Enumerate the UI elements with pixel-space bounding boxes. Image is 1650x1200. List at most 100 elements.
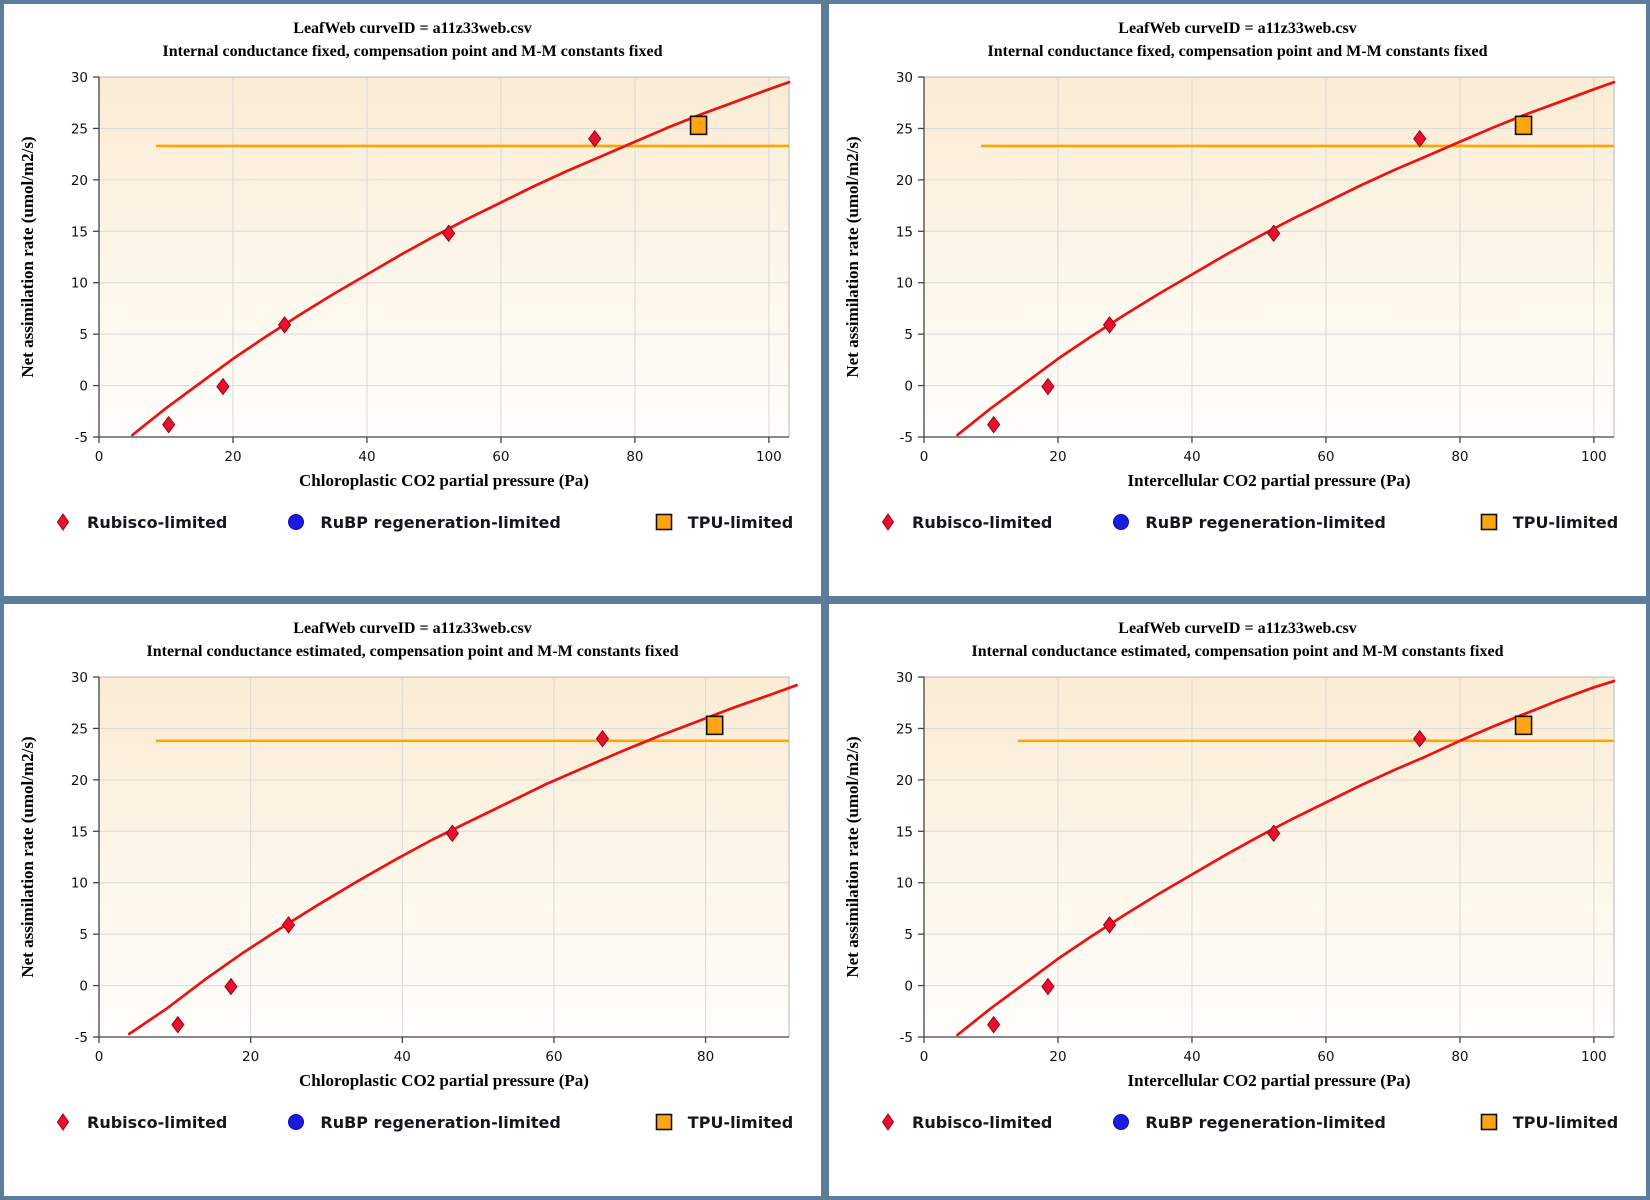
legend-label: Rubisco-limited bbox=[912, 1112, 1053, 1132]
svg-text:25: 25 bbox=[70, 721, 87, 737]
svg-text:20: 20 bbox=[224, 449, 241, 465]
legend-item-rubp: RuBP regeneration-limited bbox=[1110, 1111, 1386, 1133]
legend-item-tpu: TPU-limited bbox=[1478, 511, 1618, 533]
svg-text:20: 20 bbox=[70, 773, 87, 789]
aci-plot: 0 20 40 60 80 100 -5 0 5 10 15 20 25 30 Chloroplastic … bbox=[18, 70, 790, 490]
svg-text:40: 40 bbox=[393, 1049, 410, 1065]
circle-icon bbox=[285, 1111, 307, 1133]
svg-text:20: 20 bbox=[70, 173, 87, 189]
legend-label: TPU-limited bbox=[687, 1112, 794, 1132]
svg-text:20: 20 bbox=[242, 1049, 259, 1065]
legend: Rubisco-limited RuBP regeneration-limite… bbox=[4, 1111, 821, 1133]
legend: Rubisco-limited RuBP regeneration-limite… bbox=[4, 511, 821, 533]
chart-panel-bottom-right: LeafWeb curveID = a11z33web.csv Internal… bbox=[829, 604, 1646, 1196]
legend-item-tpu: TPU-limited bbox=[1478, 1111, 1618, 1133]
legend-label: RuBP regeneration-limited bbox=[1145, 1112, 1386, 1132]
svg-text:0: 0 bbox=[904, 979, 913, 995]
svg-text:60: 60 bbox=[492, 449, 509, 465]
legend-label: Rubisco-limited bbox=[912, 512, 1053, 532]
svg-text:0: 0 bbox=[79, 979, 88, 995]
diamond-icon bbox=[877, 511, 899, 533]
legend-item-rubisco: Rubisco-limited bbox=[52, 1111, 227, 1133]
legend-label: RuBP regeneration-limited bbox=[320, 1112, 561, 1132]
chart-titles: LeafWeb curveID = a11z33web.csv Internal… bbox=[972, 617, 1504, 663]
svg-text:15: 15 bbox=[70, 224, 87, 240]
square-icon bbox=[653, 1111, 675, 1133]
square-icon bbox=[653, 511, 675, 533]
svg-text:15: 15 bbox=[70, 824, 87, 840]
chart-title: LeafWeb curveID = a11z33web.csv bbox=[1118, 620, 1357, 637]
chart-titles: LeafWeb curveID = a11z33web.csv Internal… bbox=[162, 17, 662, 63]
chart-titles: LeafWeb curveID = a11z33web.csv Internal… bbox=[147, 617, 679, 663]
legend-label: RuBP regeneration-limited bbox=[1145, 512, 1386, 532]
svg-text:80: 80 bbox=[696, 1049, 713, 1065]
svg-text:5: 5 bbox=[904, 327, 913, 343]
svg-text:20: 20 bbox=[895, 173, 912, 189]
legend-item-rubp: RuBP regeneration-limited bbox=[1110, 511, 1386, 533]
legend-label: TPU-limited bbox=[1512, 1112, 1619, 1132]
svg-text:Net assimilation rate (umol/m2: Net assimilation rate (umol/m2/s) bbox=[843, 736, 862, 977]
legend: Rubisco-limited RuBP regeneration-limite… bbox=[829, 1111, 1646, 1133]
svg-text:10: 10 bbox=[70, 276, 87, 292]
svg-text:20: 20 bbox=[1049, 1049, 1066, 1065]
svg-text:60: 60 bbox=[1317, 1049, 1334, 1065]
legend-item-rubp: RuBP regeneration-limited bbox=[285, 511, 561, 533]
svg-text:80: 80 bbox=[1451, 1049, 1468, 1065]
chart-panel-top-right: LeafWeb curveID = a11z33web.csv Internal… bbox=[829, 4, 1646, 596]
legend-label: Rubisco-limited bbox=[87, 512, 228, 532]
legend-label: RuBP regeneration-limited bbox=[320, 512, 561, 532]
svg-text:10: 10 bbox=[895, 276, 912, 292]
svg-text:0: 0 bbox=[919, 449, 928, 465]
circle-icon bbox=[1110, 511, 1132, 533]
square-icon bbox=[1478, 511, 1500, 533]
svg-text:-5: -5 bbox=[74, 1030, 87, 1046]
square-icon bbox=[1478, 1111, 1500, 1133]
svg-text:100: 100 bbox=[1581, 1049, 1607, 1065]
svg-text:20: 20 bbox=[1049, 449, 1066, 465]
chart-subtitle: Internal conductance estimated, compensa… bbox=[971, 643, 1504, 660]
svg-text:Chloroplastic CO2 partial pres: Chloroplastic CO2 partial pressure (Pa) bbox=[299, 471, 589, 490]
svg-text:40: 40 bbox=[1183, 449, 1200, 465]
svg-text:Net assimilation rate (umol/m2: Net assimilation rate (umol/m2/s) bbox=[18, 736, 37, 977]
svg-text:40: 40 bbox=[358, 449, 375, 465]
svg-text:80: 80 bbox=[626, 449, 643, 465]
chart-title: LeafWeb curveID = a11z33web.csv bbox=[293, 20, 532, 37]
legend-item-tpu: TPU-limited bbox=[653, 1111, 793, 1133]
svg-text:100: 100 bbox=[1581, 449, 1607, 465]
chart-subtitle: Internal conductance fixed, compensation… bbox=[162, 43, 663, 60]
svg-text:0: 0 bbox=[94, 449, 103, 465]
svg-text:30: 30 bbox=[70, 70, 87, 86]
svg-text:0: 0 bbox=[904, 379, 913, 395]
svg-text:-5: -5 bbox=[899, 1030, 912, 1046]
legend-item-rubp: RuBP regeneration-limited bbox=[285, 1111, 561, 1133]
aci-plot: 0 20 40 60 80 100 -5 0 5 10 15 20 25 30 Intercellular … bbox=[843, 70, 1615, 490]
chart-subtitle: Internal conductance estimated, compensa… bbox=[146, 643, 679, 660]
legend: Rubisco-limited RuBP regeneration-limite… bbox=[829, 511, 1646, 533]
chart-title: LeafWeb curveID = a11z33web.csv bbox=[1118, 20, 1357, 37]
svg-text:15: 15 bbox=[895, 824, 912, 840]
svg-text:30: 30 bbox=[895, 670, 912, 686]
svg-text:5: 5 bbox=[79, 927, 88, 943]
svg-text:60: 60 bbox=[1317, 449, 1334, 465]
svg-text:30: 30 bbox=[895, 70, 912, 86]
svg-text:Net assimilation rate (umol/m2: Net assimilation rate (umol/m2/s) bbox=[18, 136, 37, 377]
legend-label: TPU-limited bbox=[1512, 512, 1619, 532]
chart-titles: LeafWeb curveID = a11z33web.csv Internal… bbox=[987, 17, 1487, 63]
svg-text:0: 0 bbox=[919, 1049, 928, 1065]
svg-text:10: 10 bbox=[70, 876, 87, 892]
svg-text:25: 25 bbox=[70, 121, 87, 137]
legend-item-rubisco: Rubisco-limited bbox=[877, 1111, 1052, 1133]
svg-text:30: 30 bbox=[70, 670, 87, 686]
circle-icon bbox=[285, 511, 307, 533]
svg-text:100: 100 bbox=[756, 449, 782, 465]
svg-text:5: 5 bbox=[904, 927, 913, 943]
svg-text:0: 0 bbox=[79, 379, 88, 395]
aci-plot: 0 20 40 60 80 100 -5 0 5 10 15 20 25 30 Intercellular … bbox=[843, 670, 1615, 1090]
svg-text:20: 20 bbox=[895, 773, 912, 789]
svg-text:80: 80 bbox=[1451, 449, 1468, 465]
legend-label: Rubisco-limited bbox=[87, 1112, 228, 1132]
svg-text:15: 15 bbox=[895, 224, 912, 240]
svg-text:0: 0 bbox=[94, 1049, 103, 1065]
chart-panel-bottom-left: LeafWeb curveID = a11z33web.csv Internal… bbox=[4, 604, 821, 1196]
